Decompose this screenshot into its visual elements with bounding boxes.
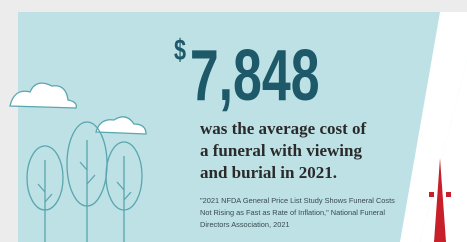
citation-line: Directors Association, 2021 bbox=[200, 220, 290, 229]
description-line: a funeral with viewing bbox=[200, 141, 362, 160]
amount: 7,848 bbox=[190, 36, 320, 116]
citation-line: Not Rising as Fast as Rate of Inflation,… bbox=[200, 208, 385, 217]
infographic: $ 7,848 was the average cost of a funera… bbox=[0, 0, 467, 242]
description-line: was the average cost of bbox=[200, 119, 367, 138]
description-line: and burial in 2021. bbox=[200, 163, 337, 182]
headline: $ 7,848 bbox=[174, 32, 320, 116]
currency-symbol: $ bbox=[174, 32, 186, 66]
citation-line: "2021 NFDA General Price List Study Show… bbox=[200, 196, 395, 205]
